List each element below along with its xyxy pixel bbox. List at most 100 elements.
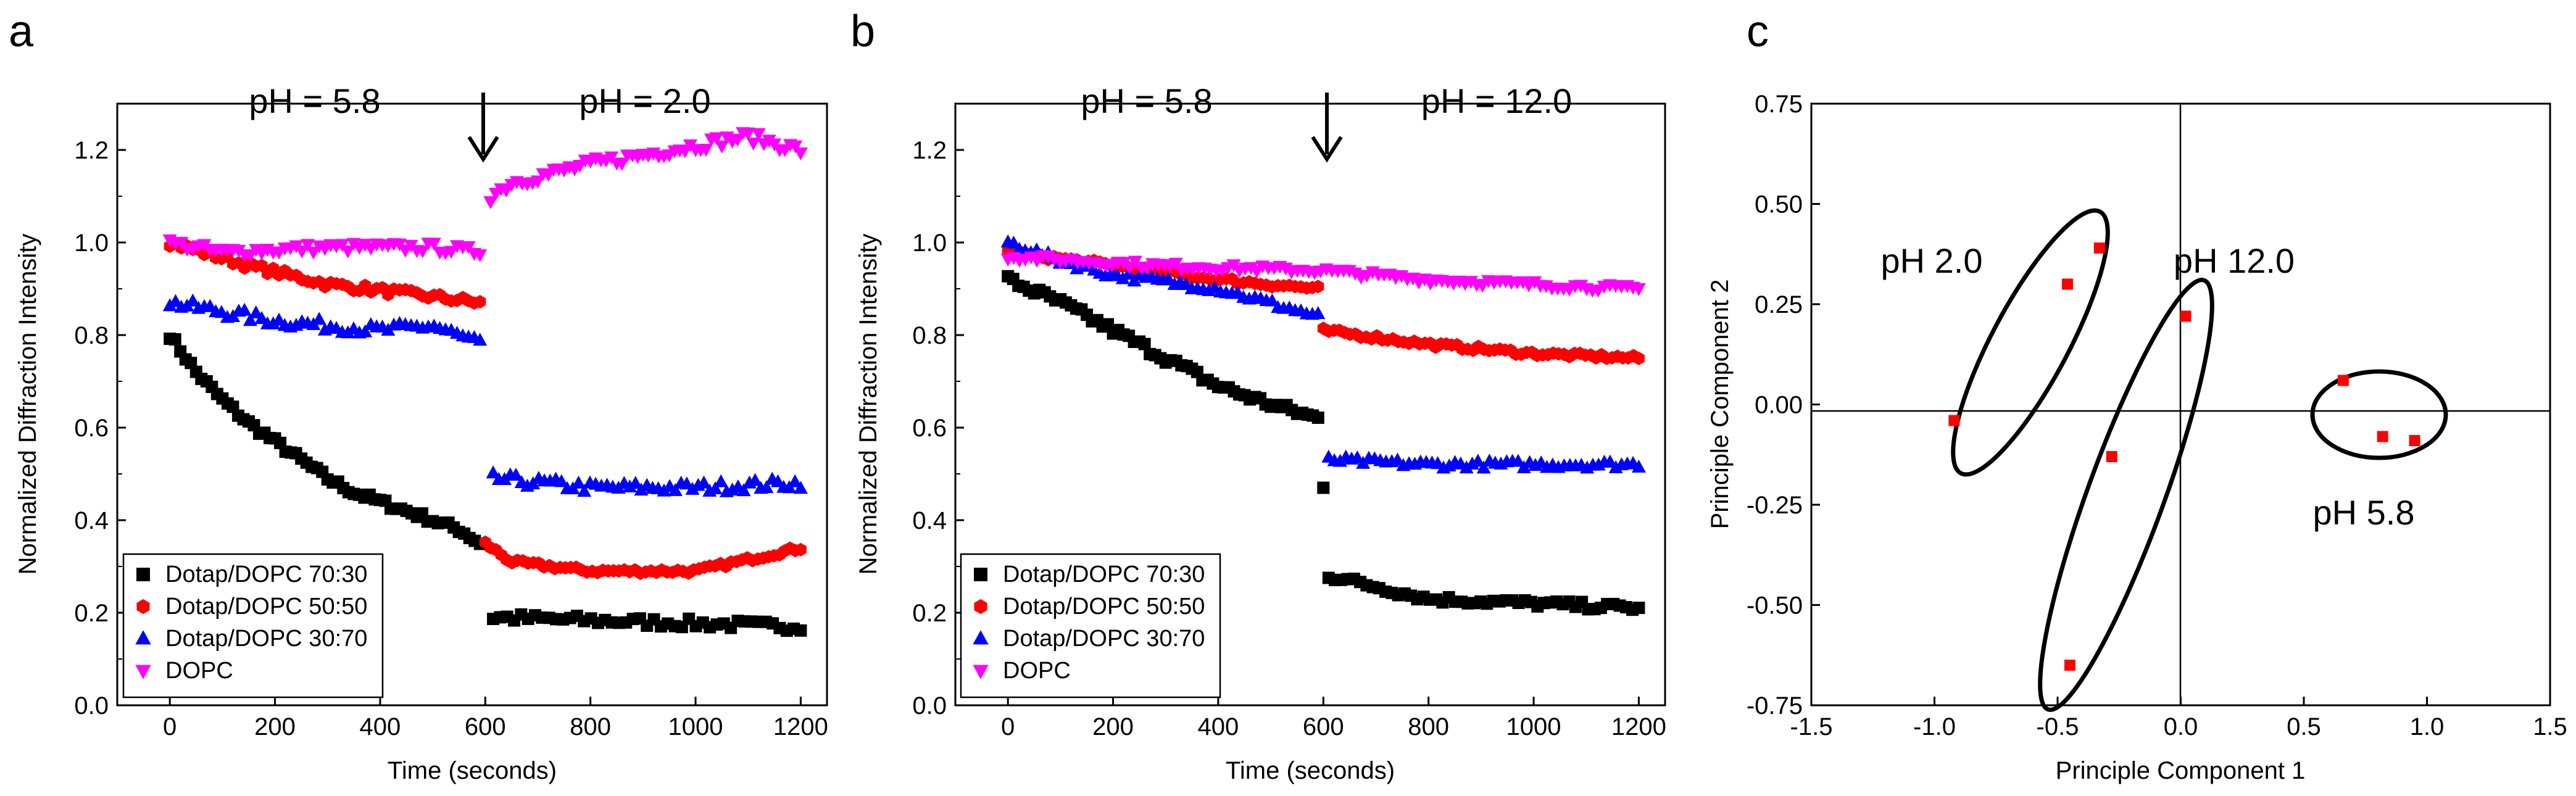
series-dopc [1000,250,1646,298]
data-point [1406,272,1421,286]
data-point [751,128,766,141]
pca-point [2377,431,2388,442]
down-arrow-icon-b [1311,93,1343,163]
x-tick-label: 1200 [773,713,828,740]
legend-b: Dotap/DOPC 70:30 Dotap/DOPC 50:50 Dotap/… [960,553,1221,699]
data-point [697,475,712,489]
data-point [708,481,723,495]
data-point [168,333,181,346]
axis-ticks-c: -1.5 -1.0 -0.5 0.0 0.5 1.0 1.5 -0.75 -0.50 -0.25 0… [1747,91,2567,740]
panel-letter-b: b [850,7,875,56]
y-tick-label: 0.25 [1755,291,1803,318]
data-point [1311,305,1326,319]
y-tick-label: 1.2 [74,137,109,164]
axis-ticks-b: 0 200 400 600 800 1000 1200 0.0 0.2 0.4 0.6 0.8 1.0 1… [912,103,1666,740]
data-point [341,245,355,259]
legend-marker [136,599,150,615]
legend-marker [974,568,987,581]
data-point [1632,602,1645,615]
data-point [312,312,326,325]
data-point [1382,268,1397,282]
legend-a: Dotap/DOPC 70:30 Dotap/DOPC 50:50 Dotap/… [122,553,384,699]
data-point [1442,458,1456,471]
legend-entry-a-3: Dotap/DOPC 30:70 [165,626,367,652]
y-tick-label: 1.0 [912,230,947,257]
pca-point [2093,243,2105,254]
data-point [346,238,361,251]
y-tick-label: 1.0 [74,230,109,257]
data-point [509,467,523,481]
y-tick-label: 0.6 [912,415,947,442]
data-point [1024,251,1039,265]
data-point [1278,262,1293,276]
data-point [1121,267,1136,280]
y-tick-label: 0.2 [912,600,947,627]
data-point [473,333,488,346]
ph-label-a-right: pH = 2.0 [579,81,710,120]
data-point [788,140,803,154]
x-tick-label: 800 [570,713,611,740]
x-tick-label: 800 [1408,713,1449,740]
data-point [334,239,349,252]
x-tick-label: 200 [1092,713,1134,740]
legend-marker [135,665,151,679]
series-dotap-dopc-50-50 [164,236,807,581]
legend-markers-b [973,568,989,679]
x-tick-label: 600 [1303,713,1344,740]
legend-markers-a [135,568,151,679]
y-tick-label: 0.6 [74,415,109,442]
data-point [1311,411,1324,424]
y-axis-label-a: Normalized Diffraction Intensity [14,234,41,575]
y-tick-label: 0.00 [1755,392,1803,419]
data-point [1574,280,1589,293]
data-point [483,196,498,209]
data-point [571,475,586,489]
y-tick-label: 0.4 [912,507,947,534]
data-point [615,157,629,171]
data-point [426,238,441,251]
data-point [577,484,592,497]
series-dotap-dopc-30-70 [1000,234,1646,474]
x-tick-label: 600 [465,713,506,740]
data-point [1459,460,1474,474]
y-tick-label: 0.8 [912,322,947,349]
y-tick-label: 0.2 [74,600,109,627]
x-tick-label: 1000 [1506,713,1561,740]
y-tick-label: -0.25 [1747,492,1803,519]
data-point [358,239,373,252]
data-point [1138,338,1151,350]
down-arrow-icon-a [467,93,499,163]
legend-marker [973,665,989,679]
x-tick-label: 200 [254,713,296,740]
data-point [668,483,683,496]
ph-label-a-left: pH = 5.8 [249,81,380,120]
data-point [794,542,807,557]
data-point [1632,351,1645,365]
data-point [787,474,802,487]
data-point [1527,276,1542,289]
y-axis-label-c: Principle Component 2 [1706,280,1734,529]
data-point [623,479,638,492]
pca-point [2180,310,2192,322]
data-point [1244,262,1258,275]
data-point [243,313,257,326]
data-point [185,293,200,307]
legend-entry-b-2: Dotap/DOPC 50:50 [1003,594,1205,620]
data-point [474,295,486,309]
chart-panel-c: -1.5 -1.0 -0.5 0.0 0.5 1.0 1.5 -0.75 -0.50 -0.25 0… [1706,91,2567,784]
data-point [473,249,488,263]
x-tick-label: -1.0 [1913,713,1956,740]
legend-box-a [122,553,384,699]
cluster-ellipse-ph-2 [1951,208,2110,477]
data-point [741,127,755,141]
cluster-label-ph-5-8: pH 5.8 [2313,493,2415,532]
data-point [1511,454,1526,467]
data-point [1312,280,1324,294]
y-tick-label: 0.8 [74,322,109,349]
data-point [266,316,281,330]
data-point [554,474,569,487]
data-point [1471,454,1485,467]
data-point [748,473,763,486]
data-point [1006,235,1021,249]
x-axis-label-a: Time (seconds) [388,757,557,784]
